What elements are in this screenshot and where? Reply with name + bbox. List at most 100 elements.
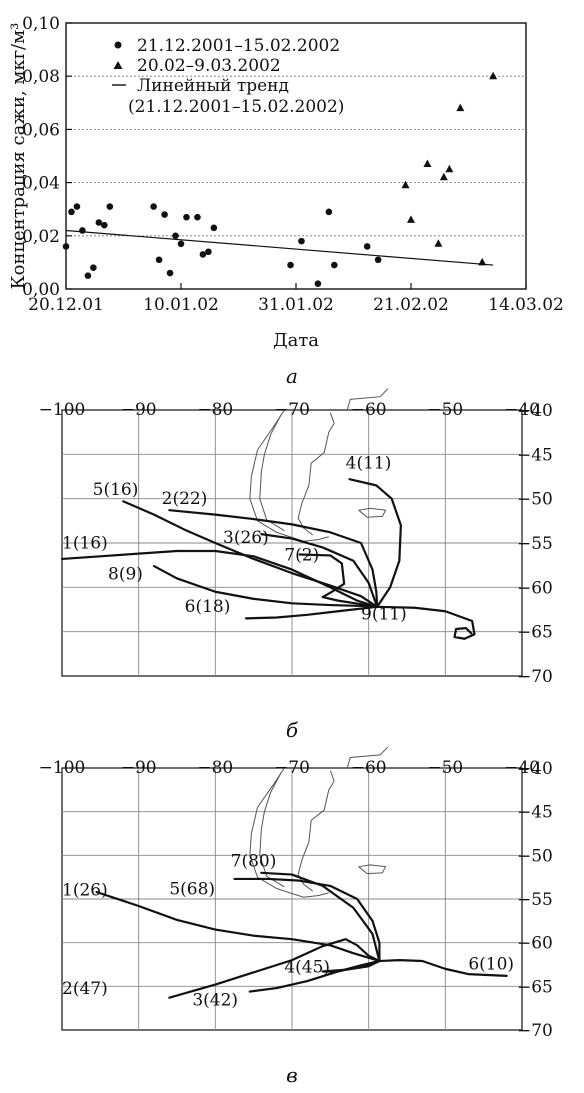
- trajectory-line: [244, 605, 379, 620]
- latitude-label: −55: [517, 890, 553, 910]
- legend-label-3: Линейный тренд: [137, 76, 289, 96]
- y-axis-label: Концентрация сажи, мкг/м³: [8, 23, 29, 290]
- data-point-circle: [210, 224, 218, 232]
- data-point-circle: [95, 219, 103, 226]
- latitude-label: −50: [517, 846, 553, 866]
- data-point-circle: [298, 237, 305, 245]
- data-point-triangle: [423, 159, 432, 167]
- trajectory-label: 3(42): [192, 991, 238, 1011]
- latitude-label: −70: [517, 1021, 553, 1041]
- latitude-label: −65: [517, 623, 553, 643]
- latitude-label: −40: [517, 759, 553, 779]
- data-point-circle: [73, 203, 81, 210]
- trajectory-label: 4(45): [284, 957, 330, 977]
- latitude-label: −40: [517, 401, 553, 421]
- y-tick-label: 0,02: [22, 227, 60, 247]
- coastline-east: [297, 412, 335, 536]
- data-point-circle: [79, 227, 86, 234]
- data-point-circle: [199, 251, 207, 258]
- data-point-circle: [150, 203, 157, 210]
- trajectory-label: 5(16): [93, 480, 139, 500]
- coastline-west: [249, 767, 329, 898]
- trend-line: [65, 229, 494, 266]
- map-ticks: −100 −90 −80 −70 −60 −50 −40−40 −45 −50 −55 −60 −65…: [39, 400, 553, 687]
- data-points: [62, 71, 498, 287]
- trajectory-label: 2(22): [162, 489, 208, 509]
- trajectory-line: [376, 605, 476, 640]
- data-point-circle: [90, 264, 97, 272]
- trajectory-labels: 1(16) 2(22) 3(26) 4(11) 5(16) 6(18) 7(2) 8(9) 9(…: [62, 454, 407, 625]
- trajectory-map-b: −100 −90 −80 −70 −60 −50 −40−40 −45 −50 −55 −60 −65…: [39, 388, 553, 742]
- legend: 21.12.2001–15.02.2002 20.02–9.03.2002 Ли…: [112, 36, 344, 117]
- trajectory-label: 6(18): [185, 597, 231, 617]
- scatter-panel: 0,00 0,02 0,04 0,06 0,08 0,10 20.12.01 10.01.0…: [8, 14, 564, 388]
- data-point-circle: [62, 243, 70, 250]
- data-point-circle: [194, 213, 201, 221]
- longitude-label: −70: [274, 400, 310, 420]
- longitude-label: −100: [39, 758, 86, 778]
- data-point-circle: [287, 261, 294, 269]
- trajectory-label: 7(80): [231, 852, 277, 872]
- longitude-label: −40: [504, 758, 540, 778]
- data-point-circle: [374, 256, 382, 264]
- coastline-islands: [259, 414, 285, 532]
- coastline-east: [297, 770, 335, 892]
- latitude-label: −65: [517, 977, 553, 997]
- trajectory-line: [122, 500, 379, 608]
- trajectory-line: [60, 549, 379, 608]
- y-tick-label: 0,06: [22, 120, 60, 140]
- latitude-label: −50: [517, 490, 553, 510]
- data-point-triangle: [456, 103, 465, 112]
- coastline-north: [346, 388, 389, 411]
- coastline-falklands: [358, 864, 387, 875]
- longitude-label: −80: [197, 758, 233, 778]
- data-point-triangle: [478, 257, 487, 266]
- latitude-label: −45: [517, 803, 553, 823]
- data-point-circle: [172, 232, 179, 240]
- data-point-circle: [166, 269, 174, 277]
- trajectory-line: [260, 871, 381, 963]
- legend-label-1: 21.12.2001–15.02.2002: [137, 36, 340, 56]
- longitude-label: −50: [427, 758, 463, 778]
- legend-label-4: (21.12.2001–15.02.2002): [128, 97, 344, 117]
- trajectory-line: [152, 564, 379, 608]
- trajectory-labels: 1(26) 2(47) 3(42) 4(45) 5(68) 6(10) 7(80): [62, 852, 514, 1011]
- latitude-label: −70: [517, 667, 553, 687]
- coastline-north: [346, 746, 389, 769]
- map-grid: [62, 768, 522, 1030]
- data-point-circle: [106, 203, 114, 210]
- trajectory-label: 6(10): [468, 955, 514, 975]
- data-point-circle: [331, 261, 338, 269]
- x-tick-label: 10.01.02: [143, 295, 219, 315]
- panel-caption-b: б: [286, 718, 299, 742]
- map-ticks: −100 −90 −80 −70 −60 −50 −40−40 −45 −50 −55 −60 −65…: [39, 758, 553, 1041]
- map-grid: [62, 410, 522, 676]
- longitude-label: −60: [351, 400, 387, 420]
- trajectory-label: 5(68): [169, 880, 215, 900]
- y-tick-label: 0,00: [22, 280, 60, 300]
- trajectory-line: [233, 877, 381, 963]
- panel-caption-v: в: [286, 1063, 298, 1087]
- trajectory-line: [168, 938, 381, 999]
- data-point-circle: [84, 272, 92, 280]
- x-axis-ticks: 20.12.01 10.01.02 31.01.02 21.02.02 14.03.02: [28, 283, 564, 315]
- latitude-label: −55: [517, 534, 553, 554]
- x-axis-label: Дата: [273, 330, 319, 351]
- data-point-circle: [325, 208, 333, 216]
- data-point-circle: [101, 221, 108, 229]
- trajectory-map-v: −100 −90 −80 −70 −60 −50 −40−40 −45 −50 −55 −60 −65…: [39, 746, 553, 1087]
- data-point-circle: [68, 208, 75, 216]
- x-tick-label: 20.12.01: [28, 295, 104, 315]
- trajectory-line: [168, 509, 379, 608]
- longitude-label: −90: [121, 400, 157, 420]
- trajectory-label: 9(11): [361, 604, 407, 624]
- coastline-islands: [259, 772, 285, 888]
- data-point-triangle: [401, 180, 410, 189]
- legend-label-2: 20.02–9.03.2002: [137, 56, 281, 76]
- latitude-label: −45: [517, 445, 553, 465]
- trajectory-line: [348, 478, 402, 608]
- data-point-circle: [205, 248, 212, 256]
- trajectory-line: [298, 553, 379, 608]
- trajectories: [95, 871, 508, 999]
- data-point-triangle: [489, 71, 498, 80]
